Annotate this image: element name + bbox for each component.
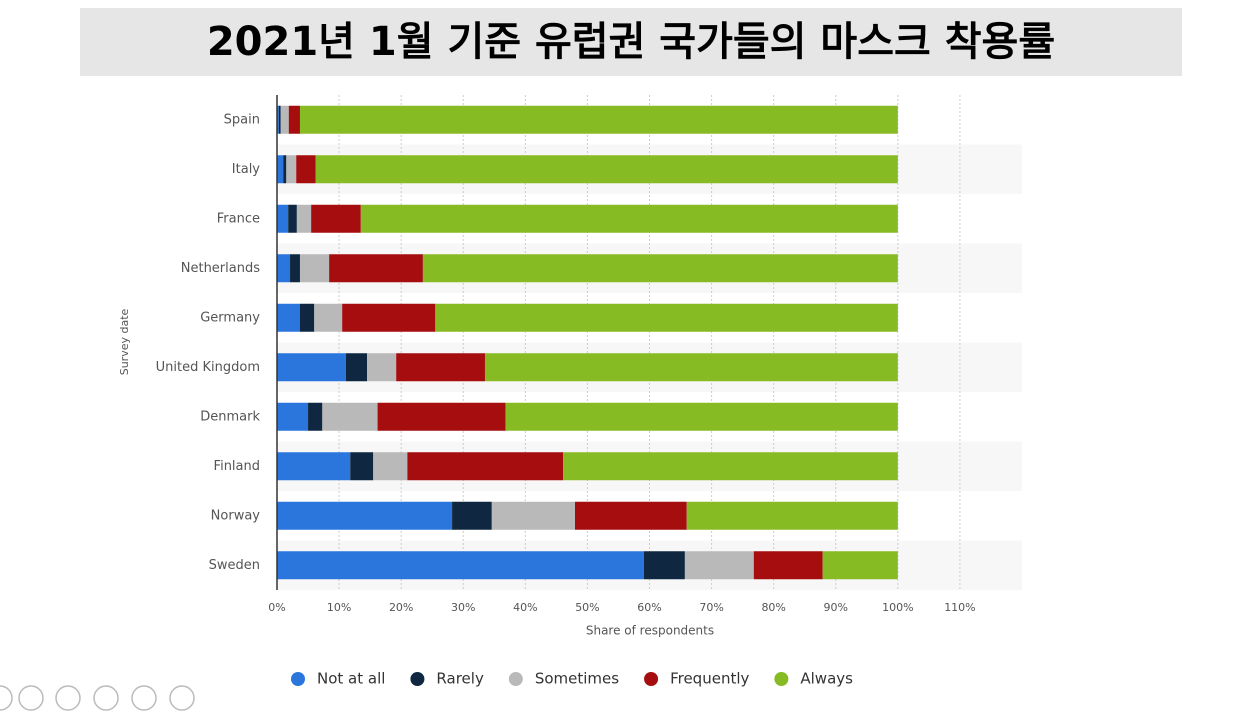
bar-segment	[377, 402, 506, 431]
x-tick-label: 80%	[761, 601, 785, 614]
x-tick-label: 70%	[699, 601, 723, 614]
bar-segment	[345, 353, 368, 382]
y-tick-label: Spain	[224, 112, 260, 127]
legend-label: Sometimes	[535, 670, 619, 688]
bar-segment	[643, 551, 685, 580]
bar-segment	[299, 303, 315, 332]
bar-segment	[277, 204, 289, 233]
legend-label: Rarely	[436, 670, 484, 688]
bar-segment	[277, 303, 300, 332]
x-tick-label: 100%	[882, 601, 913, 614]
bar-segment	[277, 254, 291, 283]
bar-segment	[277, 155, 284, 184]
legend-marker	[774, 672, 789, 686]
y-tick-label: Germany	[200, 310, 260, 325]
bar-segment	[283, 155, 287, 184]
y-tick-label: Denmark	[200, 409, 260, 424]
bar-segment	[822, 551, 898, 580]
bar-segment	[575, 501, 687, 530]
x-tick-label: 90%	[824, 601, 848, 614]
bar-segment	[277, 105, 279, 134]
y-tick-label: Italy	[232, 162, 261, 177]
y-tick-label: United Kingdom	[156, 360, 260, 375]
bar-segment	[277, 551, 644, 580]
bar-segment	[296, 155, 316, 184]
bar-segment	[329, 254, 423, 283]
bar-segment	[422, 254, 898, 283]
x-tick-label: 10%	[327, 601, 351, 614]
bar-segment	[288, 204, 297, 233]
bar-segment	[491, 501, 575, 530]
bar-segment	[311, 204, 361, 233]
control-icon[interactable]	[0, 685, 13, 711]
bar-segment	[277, 501, 453, 530]
bar-segment	[288, 105, 300, 134]
bar-segment	[360, 204, 898, 233]
y-tick-label: Netherlands	[181, 261, 260, 276]
slideshow-controls	[0, 685, 195, 711]
x-axis-title: Share of respondents	[586, 624, 714, 638]
bar-segment	[435, 303, 898, 332]
bar-segment	[505, 402, 898, 431]
bar-segment	[686, 501, 898, 530]
control-icon[interactable]	[131, 685, 157, 711]
x-tick-label: 0%	[268, 601, 285, 614]
bar-segment	[684, 551, 754, 580]
bar-segment	[367, 353, 397, 382]
bar-segment	[277, 402, 309, 431]
y-tick-label: Norway	[211, 508, 261, 523]
bar-segment	[280, 105, 289, 134]
legend-label: Always	[800, 670, 853, 688]
y-tick-label: Finland	[214, 459, 260, 474]
x-tick-label: 40%	[513, 601, 537, 614]
legend-marker	[291, 672, 305, 686]
legend-marker	[410, 672, 425, 686]
bar-segment	[563, 452, 898, 481]
chart-title: 2021년 1월 기준 유럽권 국가들의 마스크 착용률	[207, 19, 1055, 65]
legend-marker	[644, 672, 659, 686]
control-icon[interactable]	[18, 685, 44, 711]
bar-segment	[286, 155, 297, 184]
legend-label: Not at all	[317, 670, 385, 688]
x-tick-label: 30%	[451, 601, 475, 614]
y-axis-title: Survey date	[118, 308, 131, 375]
legend-label: Frequently	[670, 670, 749, 688]
bar-segment	[342, 303, 436, 332]
control-icon[interactable]	[169, 685, 195, 711]
x-tick-label: 20%	[389, 601, 413, 614]
bar-segment	[296, 204, 312, 233]
bar-segment	[277, 353, 346, 382]
title-background	[80, 8, 1182, 76]
bar-segment	[299, 254, 330, 283]
control-icon[interactable]	[55, 685, 81, 711]
bar-segment	[308, 402, 323, 431]
bar-segment	[373, 452, 408, 481]
bar-segment	[277, 452, 351, 481]
y-tick-label: Sweden	[209, 558, 260, 573]
x-tick-label: 60%	[637, 601, 661, 614]
bar-segment	[299, 105, 898, 134]
bar-segment	[290, 254, 300, 283]
x-tick-label: 110%	[944, 601, 975, 614]
bar-segment	[484, 353, 898, 382]
bar-segment	[396, 353, 485, 382]
bar-segment	[315, 155, 898, 184]
bar-segment	[278, 105, 281, 134]
y-tick-label: France	[217, 211, 260, 226]
bar-segment	[350, 452, 374, 481]
bar-segment	[322, 402, 378, 431]
bar-segment	[452, 501, 492, 530]
control-icon[interactable]	[93, 685, 119, 711]
bar-segment	[407, 452, 564, 481]
bar-segment	[753, 551, 823, 580]
bar-segment	[314, 303, 343, 332]
legend-marker	[508, 672, 523, 686]
x-tick-label: 50%	[575, 601, 599, 614]
